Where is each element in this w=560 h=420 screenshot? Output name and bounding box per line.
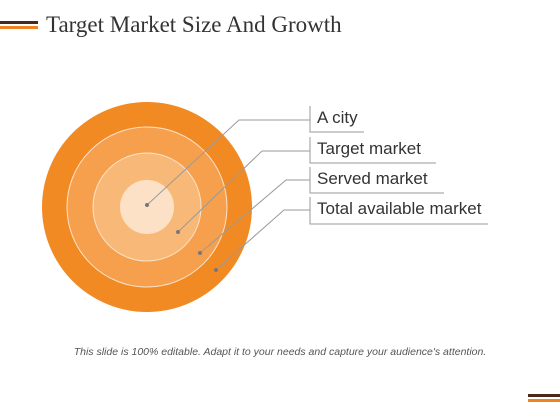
label-bracket-target-market — [309, 137, 436, 164]
header-accent-orange — [0, 26, 38, 29]
leader-dot-target-market — [176, 230, 180, 234]
label-bracket-served-market — [309, 167, 444, 194]
label-a-city: A city — [317, 108, 358, 127]
label-bracket-total-available-market — [309, 197, 488, 225]
footer-accent-dark — [528, 394, 560, 397]
header-accent-dark — [0, 21, 38, 24]
footer-note: This slide is 100% editable. Adapt it to… — [73, 346, 487, 358]
label-total-available-market: Total available market — [317, 199, 482, 218]
label-bracket-a-city — [309, 106, 364, 133]
leader-dot-total-available-market — [214, 268, 218, 272]
leader-line-target-market — [177, 150, 310, 233]
leader-line-served-market — [199, 179, 310, 254]
leader-line-a-city — [146, 119, 310, 206]
label-target-market: Target market — [317, 139, 421, 158]
leader-line-total-available-market — [215, 209, 310, 271]
slide-title: Target Market Size And Growth — [46, 12, 342, 37]
label-served-market: Served market — [317, 169, 428, 188]
leader-dot-a-city — [145, 203, 149, 207]
footer-accent-orange — [528, 399, 560, 402]
leader-dot-served-market — [198, 251, 202, 255]
